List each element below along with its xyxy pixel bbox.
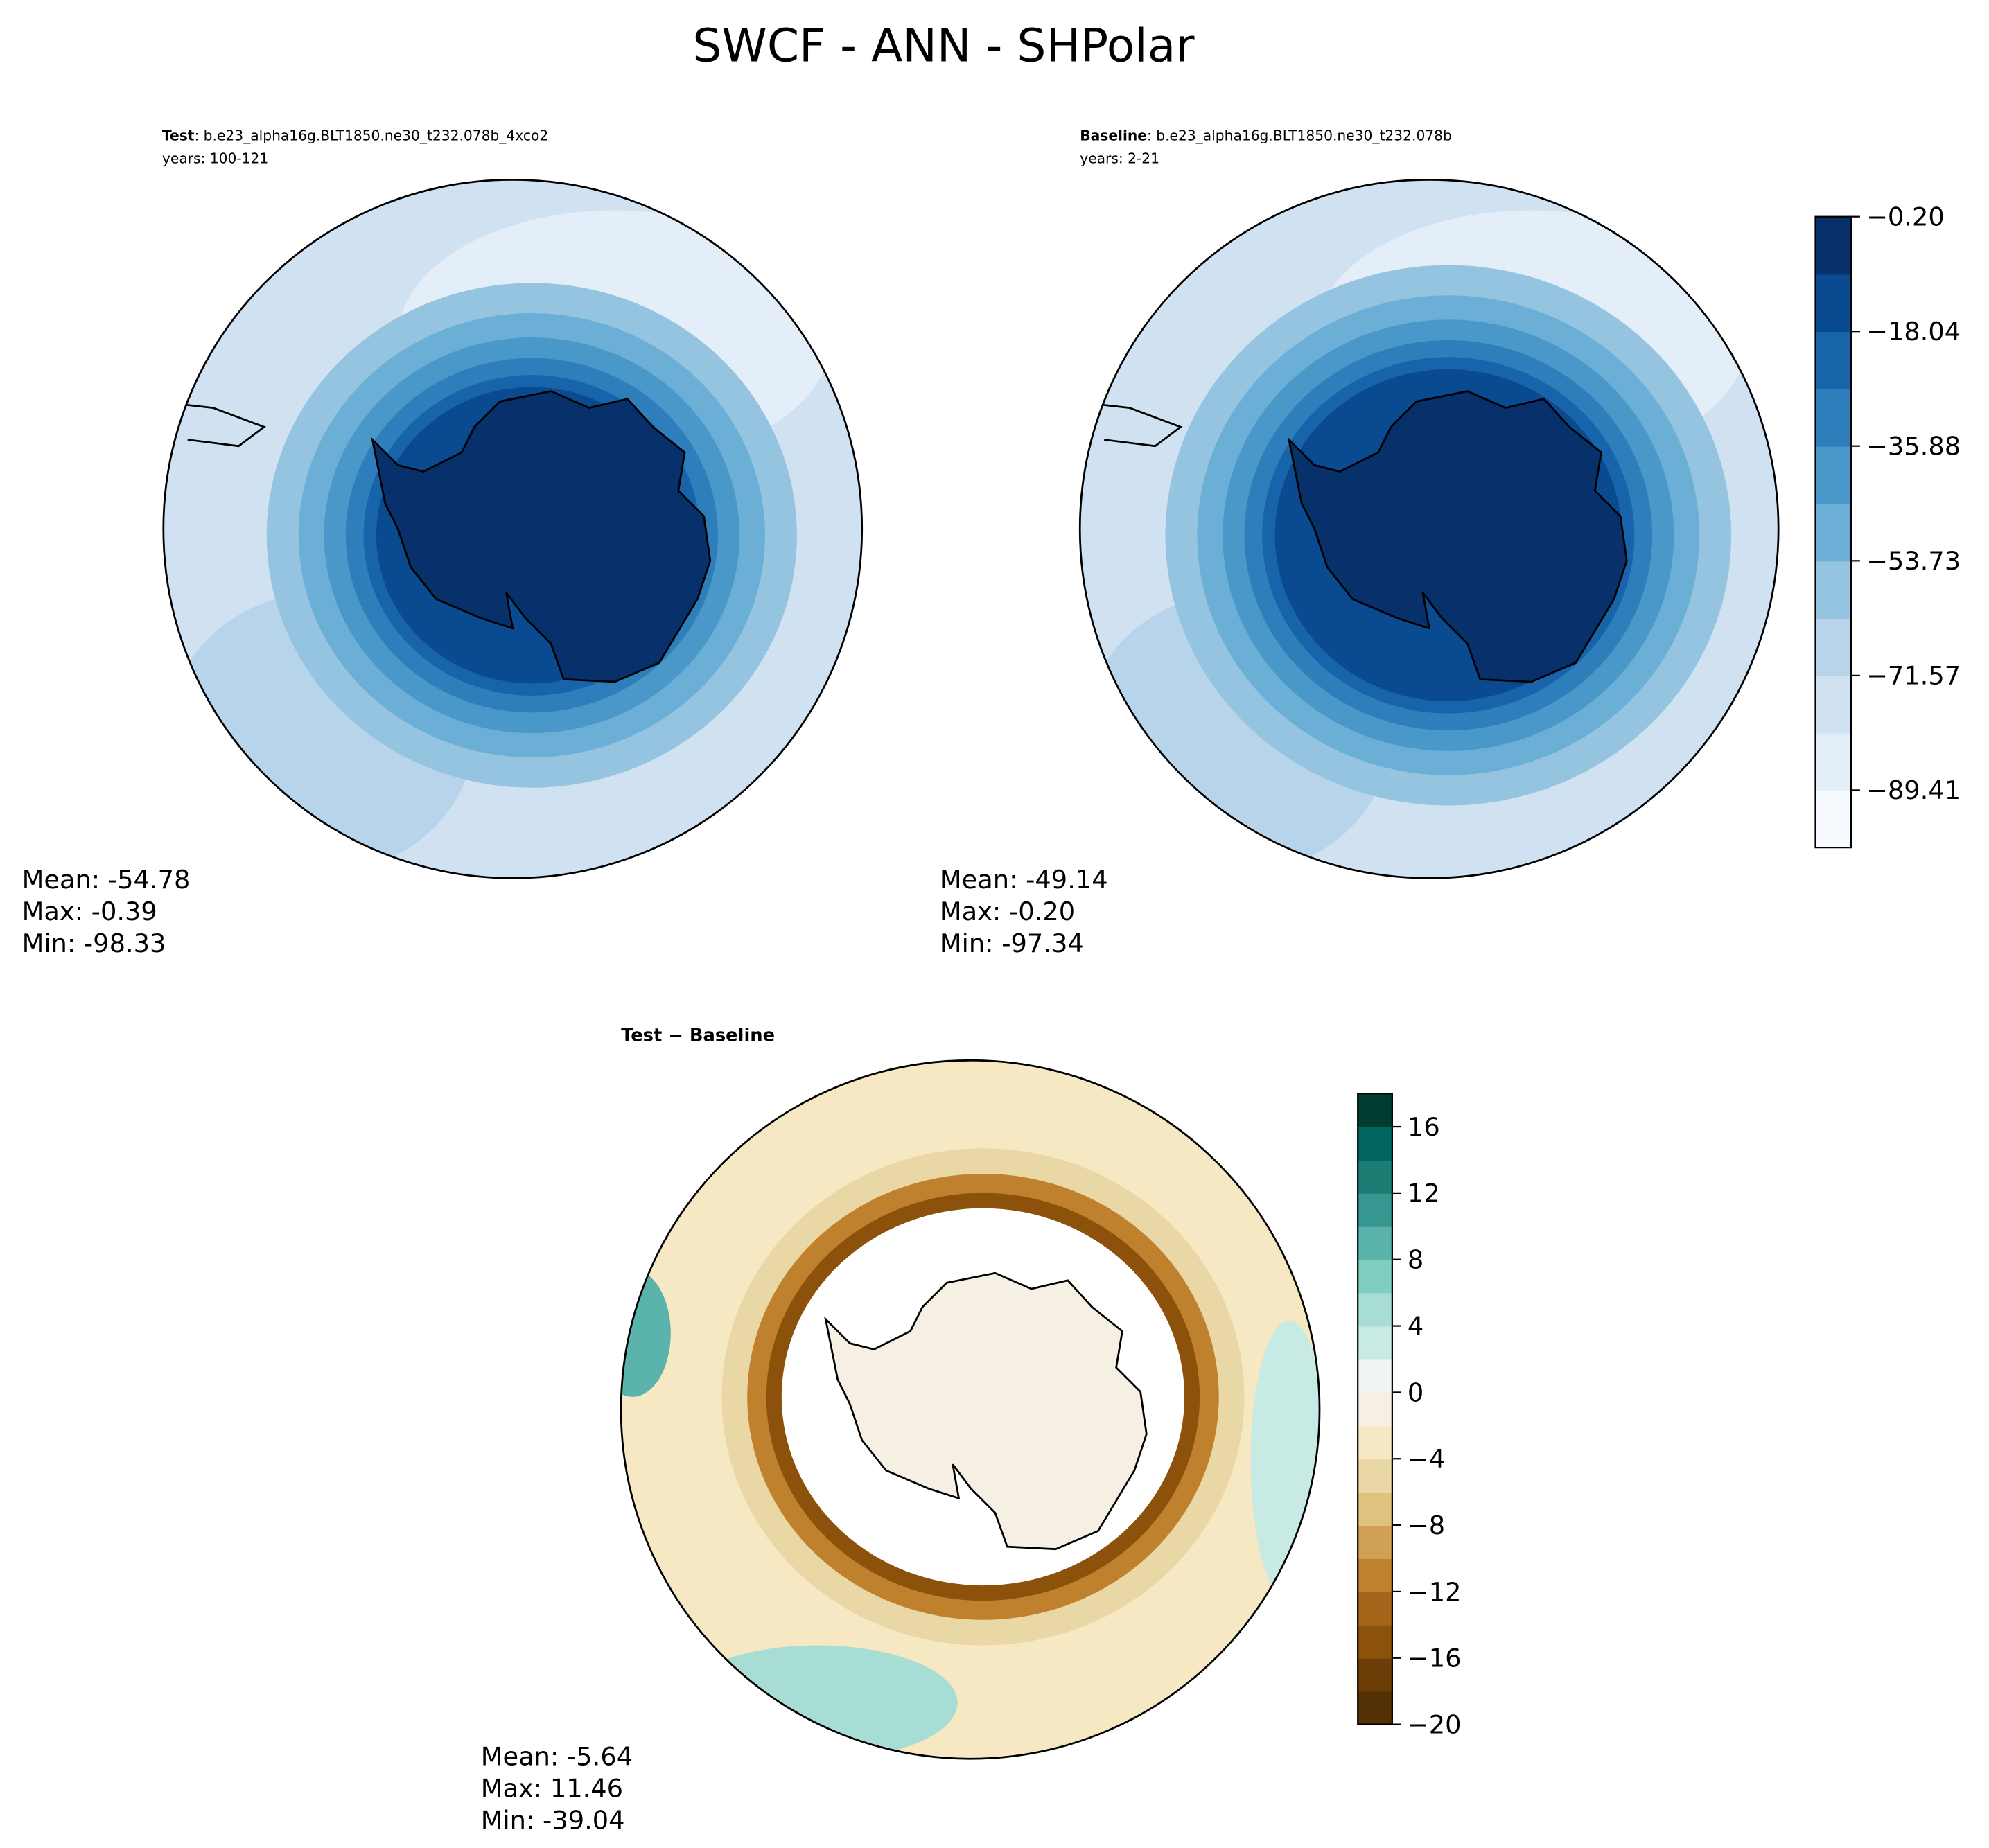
figure-title: SWCF - ANN - SHPolar bbox=[692, 19, 1195, 72]
colorbar-band bbox=[1358, 1226, 1392, 1260]
panel-stat: Min: -39.04 bbox=[481, 1805, 625, 1835]
colorbar-band bbox=[1358, 1624, 1392, 1659]
colorbar-tick-label: −35.88 bbox=[1866, 432, 1961, 461]
colorbar-band bbox=[1358, 1159, 1392, 1194]
colorbar-tick-label: 4 bbox=[1408, 1311, 1423, 1341]
panel-years: years: 2-21 bbox=[1080, 150, 1159, 166]
colorbar-tick-label: −4 bbox=[1408, 1444, 1445, 1474]
panel-label-bold: Test bbox=[162, 127, 195, 143]
panel-stat: Mean: -49.14 bbox=[940, 865, 1108, 895]
colorbar-tick-label: 8 bbox=[1408, 1245, 1423, 1275]
colorbar-band bbox=[1358, 1492, 1392, 1526]
colorbar-band bbox=[1815, 274, 1852, 333]
colorbar-band bbox=[1815, 790, 1852, 849]
colorbar-band bbox=[1358, 1127, 1392, 1161]
colorbar-band bbox=[1358, 1591, 1392, 1626]
coastline bbox=[163, 401, 266, 448]
colorbar-band bbox=[1815, 561, 1852, 619]
colorbar-band bbox=[1358, 1193, 1392, 1227]
colorbar-band bbox=[1358, 1326, 1392, 1360]
colorbar-band bbox=[1358, 1657, 1392, 1692]
map-border bbox=[620, 1059, 1321, 1760]
colorbar-tick-label: −53.73 bbox=[1866, 546, 1961, 576]
colorbar-band bbox=[1358, 1359, 1392, 1393]
colorbar-band bbox=[1358, 1259, 1392, 1294]
colorbar-tick-label: 16 bbox=[1408, 1112, 1440, 1142]
colorbar-band bbox=[1358, 1558, 1392, 1592]
continent bbox=[1287, 390, 1628, 683]
colorbar-tick-label: −8 bbox=[1408, 1511, 1445, 1540]
map-region bbox=[621, 1269, 671, 1397]
colorbar-band bbox=[1815, 331, 1852, 389]
colorbar-band bbox=[1358, 1459, 1392, 1493]
colorbar-frame bbox=[1357, 1093, 1393, 1725]
map bbox=[1080, 179, 1779, 879]
panel-stat: Mean: -5.64 bbox=[481, 1741, 633, 1771]
colorbar-band bbox=[1815, 216, 1852, 275]
colorbar-frame bbox=[1814, 215, 1852, 849]
panel-label: : b.e23_alpha16g.BLT1850.ne30_t232.078b bbox=[1147, 127, 1452, 143]
colorbar-band bbox=[1815, 675, 1852, 734]
colorbar-band bbox=[1815, 388, 1852, 447]
panel-stat: Min: -97.34 bbox=[940, 929, 1084, 958]
colorbar-band bbox=[1358, 1525, 1392, 1559]
colorbar-tick-label: −20 bbox=[1408, 1709, 1462, 1739]
continent bbox=[824, 1271, 1148, 1551]
colorbar-band bbox=[1815, 732, 1852, 791]
coastline bbox=[1080, 401, 1183, 448]
colorbar-band bbox=[1358, 1392, 1392, 1427]
colorbar-tick-label: −89.41 bbox=[1866, 775, 1961, 805]
colorbar-tick-label: −16 bbox=[1408, 1644, 1462, 1673]
colorbar-tick-label: −71.57 bbox=[1866, 661, 1961, 691]
map bbox=[621, 1060, 1320, 1759]
colorbar-tick-label: −12 bbox=[1408, 1577, 1462, 1607]
continent bbox=[371, 390, 712, 683]
panel-stat: Max: -0.20 bbox=[940, 897, 1075, 926]
map-region bbox=[677, 1645, 958, 1759]
panel-stat: Max: 11.46 bbox=[481, 1773, 623, 1803]
colorbar-band bbox=[1358, 1425, 1392, 1460]
map-border bbox=[1078, 178, 1780, 879]
panel-stat: Max: -0.39 bbox=[22, 897, 157, 926]
map bbox=[163, 179, 862, 879]
colorbar-tick-label: 0 bbox=[1408, 1378, 1423, 1407]
panel-subtitle: Test: b.e23_alpha16g.BLT1850.ne30_t232.0… bbox=[162, 127, 548, 143]
colorbar-tick-label: −18.04 bbox=[1866, 317, 1961, 346]
panel-label: : b.e23_alpha16g.BLT1850.ne30_t232.078b_… bbox=[194, 127, 548, 143]
colorbar-tick-label: 12 bbox=[1408, 1179, 1440, 1208]
panel-stat: Min: -98.33 bbox=[22, 929, 166, 958]
colorbar-band bbox=[1815, 446, 1852, 504]
colorbar-band bbox=[1358, 1292, 1392, 1327]
panel-years: years: 100-121 bbox=[162, 150, 268, 166]
panel-subtitle: Test − Baseline bbox=[621, 1026, 775, 1046]
colorbar-band bbox=[1358, 1691, 1392, 1725]
panel-subtitle: Baseline: b.e23_alpha16g.BLT1850.ne30_t2… bbox=[1080, 127, 1452, 143]
panel-label-bold: Baseline bbox=[1080, 127, 1147, 143]
colorbar-band bbox=[1358, 1093, 1392, 1127]
colorbar-band bbox=[1815, 503, 1852, 562]
colorbar-tick-label: −0.20 bbox=[1866, 202, 1945, 232]
map-border bbox=[162, 178, 864, 879]
colorbar-band bbox=[1815, 618, 1852, 676]
panel-stat: Mean: -54.78 bbox=[22, 865, 191, 895]
